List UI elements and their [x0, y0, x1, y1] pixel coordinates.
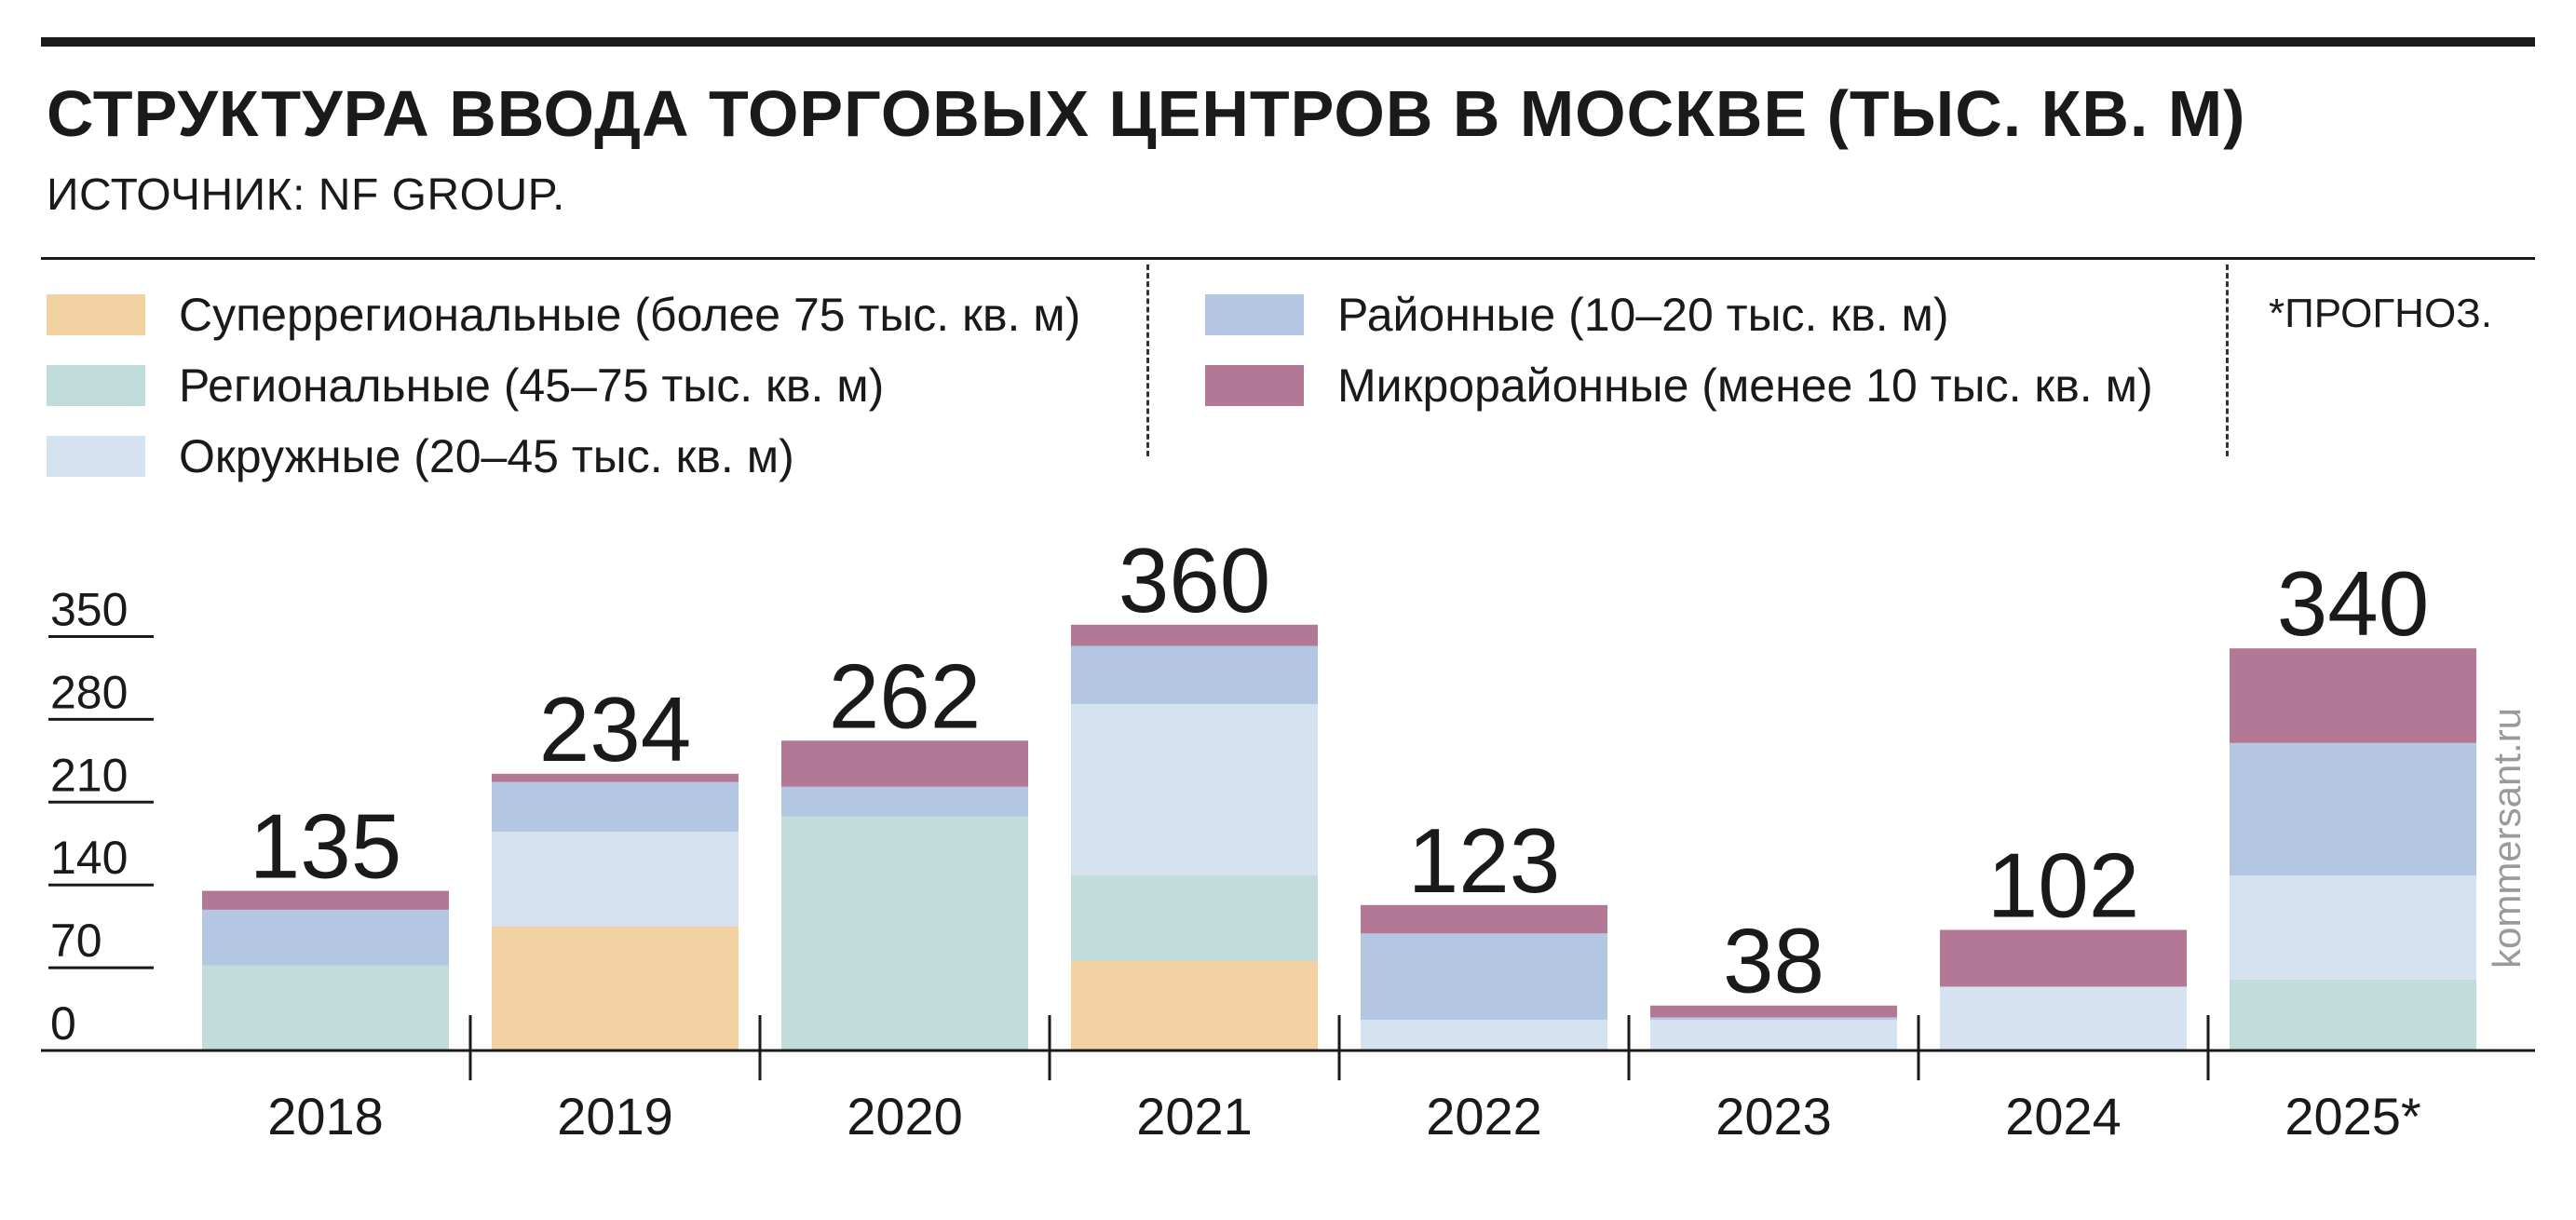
total-labels: 135 234 262 360 123 38 102 340	[250, 529, 2430, 1012]
legend-swatch-regional	[47, 365, 145, 406]
bar-segment	[1650, 1005, 1897, 1018]
bar-segment	[202, 965, 449, 1051]
bar-segment	[1071, 645, 1318, 704]
bars	[202, 624, 2476, 1051]
x-axis: 2018 2019 2020 2021 2022 2023 2024 2025*	[41, 1015, 2535, 1145]
legend-divider-1	[1146, 264, 1149, 456]
total-label: 262	[829, 644, 982, 747]
legend-swatch-micro	[1205, 365, 1304, 406]
bar-segment	[1071, 624, 1318, 646]
x-tick-label: 2019	[557, 1087, 673, 1145]
y-tick-label: 70	[50, 915, 102, 967]
legend-label-superregional: Суперрегиональные (более 75 тыс. кв. м)	[179, 289, 1081, 341]
bar-segment	[202, 909, 449, 966]
legend-item-superregional: Суперрегиональные (более 75 тыс. кв. м)	[47, 285, 1080, 345]
legend-item-raion: Районные (10–20 тыс. кв. м)	[1205, 285, 1949, 345]
bar-segment	[202, 890, 449, 910]
x-tick-label: 2020	[847, 1087, 963, 1145]
bar-segment	[1071, 875, 1318, 961]
bar-segment	[1361, 904, 1607, 934]
total-label: 102	[1987, 834, 2140, 936]
legend-item-district: Окружные (20–45 тыс. кв. м)	[47, 427, 794, 486]
bar-segment	[1650, 1019, 1897, 1051]
bar-segment	[1071, 960, 1318, 1051]
bar-segment	[1940, 929, 2187, 987]
x-tick-label: 2025*	[2285, 1087, 2420, 1145]
y-tick-label: 210	[50, 749, 128, 801]
total-label: 340	[2277, 552, 2430, 655]
legend-swatch-superregional	[47, 294, 145, 335]
legend-item-regional: Региональные (45–75 тыс. кв. м)	[47, 356, 884, 415]
bar-segment	[492, 773, 739, 782]
x-tick-label: 2023	[1715, 1087, 1832, 1145]
total-label: 234	[539, 678, 692, 780]
legend-label-district: Окружные (20–45 тыс. кв. м)	[179, 430, 794, 482]
bar-segment	[1071, 703, 1318, 876]
y-tick-label: 280	[50, 666, 128, 718]
legend-swatch-district	[47, 436, 145, 477]
x-tick-label: 2022	[1426, 1087, 1542, 1145]
bar-segment	[781, 786, 1028, 817]
chart-title: СТРУКТУРА ВВОДА ТОРГОВЫХ ЦЕНТРОВ В МОСКВ…	[47, 77, 2246, 150]
legend-label-micro: Микрорайонные (менее 10 тыс. кв. м)	[1337, 359, 2153, 412]
total-label: 135	[250, 795, 402, 898]
total-label: 38	[1723, 910, 1824, 1012]
total-label: 123	[1408, 809, 1561, 912]
forecast-note: *ПРОГНОЗ.	[2269, 291, 2492, 336]
legend-rule	[41, 257, 2535, 260]
top-rule	[41, 37, 2535, 47]
legend-divider-2	[2226, 264, 2229, 456]
bar-segment	[1940, 986, 2187, 1051]
y-axis: 0 70 140 210 280 350	[48, 584, 154, 1050]
bar-segment	[2230, 979, 2476, 1051]
chart-source: ИСТОЧНИК: NF GROUP.	[47, 170, 565, 220]
bar-segment	[2230, 875, 2476, 980]
bar-segment	[1650, 1017, 1897, 1020]
y-tick-label: 350	[50, 584, 128, 636]
y-tick-label: 0	[50, 997, 76, 1050]
bar-segment	[1361, 933, 1607, 1020]
bar-segment	[781, 816, 1028, 1051]
bar-segment	[1361, 1019, 1607, 1051]
legend-label-raion: Районные (10–20 тыс. кв. м)	[1337, 289, 1949, 341]
x-tick-label: 2018	[267, 1087, 384, 1145]
bar-segment	[492, 832, 739, 927]
bar-segment	[2230, 742, 2476, 876]
bar-segment	[492, 781, 739, 833]
watermark: kommersant.ru	[2485, 708, 2529, 969]
legend-label-regional: Региональные (45–75 тыс. кв. м)	[179, 359, 885, 412]
bar-segment	[781, 740, 1028, 787]
x-tick-label: 2021	[1136, 1087, 1253, 1145]
bar-segment	[2230, 648, 2476, 743]
bar-segment	[492, 926, 739, 1051]
legend-swatch-raion	[1205, 294, 1304, 335]
x-tick-label: 2024	[2005, 1087, 2122, 1145]
total-label: 360	[1119, 529, 1271, 631]
y-tick-label: 140	[50, 832, 128, 884]
legend-item-micro: Микрорайонные (менее 10 тыс. кв. м)	[1205, 356, 2153, 415]
